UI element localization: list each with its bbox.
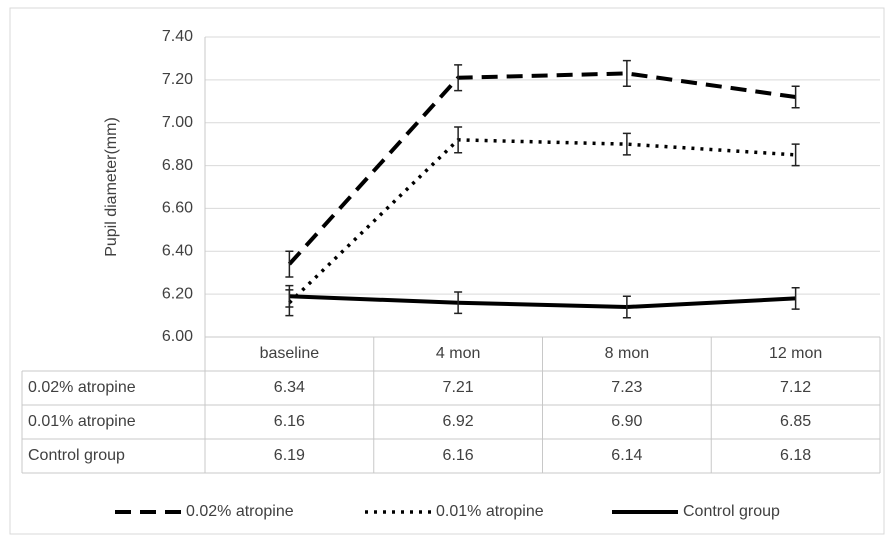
error-bar (285, 250, 294, 278)
table-row-label: 0.01% atropine (28, 413, 136, 430)
error-bar (285, 284, 294, 308)
error-bar (791, 85, 800, 109)
legend-label: 0.01% atropine (436, 503, 544, 520)
table-cell: 6.16 (443, 447, 474, 464)
table-cell: 6.18 (780, 447, 811, 464)
legend-label: 0.02% atropine (186, 503, 294, 520)
error-bar (622, 132, 631, 156)
error-bar (791, 143, 800, 167)
table-cell: 6.90 (611, 413, 642, 430)
table-cell: 6.14 (611, 447, 642, 464)
series-line (288, 138, 796, 304)
table-cell: 6.85 (780, 413, 811, 430)
error-bar (454, 126, 463, 154)
x-tick-label: 12 mon (769, 345, 822, 362)
error-bar (454, 64, 463, 92)
y-tick-label: 6.80 (162, 157, 193, 174)
y-tick-label: 6.40 (162, 243, 193, 260)
series-line (289, 294, 796, 310)
error-bar (622, 295, 631, 319)
table-cell: 6.16 (274, 413, 305, 430)
table-row-label: 0.02% atropine (28, 379, 136, 396)
table-cell: 7.12 (780, 379, 811, 396)
table-row-label: Control group (28, 447, 125, 464)
legend-label: Control group (683, 503, 780, 520)
table-cell: 7.21 (443, 379, 474, 396)
series-line (287, 71, 796, 266)
error-bar (622, 59, 631, 88)
y-tick-label: 6.00 (162, 328, 193, 345)
table-cell: 6.92 (443, 413, 474, 430)
table-cell: 6.34 (274, 379, 305, 396)
table-cell: 6.19 (274, 447, 305, 464)
x-tick-label: 4 mon (436, 345, 480, 362)
y-tick-label: 6.60 (162, 200, 193, 217)
error-bar (791, 286, 800, 310)
y-tick-label: 7.20 (162, 71, 193, 88)
table-cell: 7.23 (611, 379, 642, 396)
y-tick-label: 7.40 (162, 28, 193, 45)
chart-border (9, 7, 885, 535)
y-tick-label: 6.20 (162, 285, 193, 302)
error-bar (454, 291, 463, 315)
y-tick-label: 7.00 (162, 114, 193, 131)
x-tick-label: 8 mon (605, 345, 649, 362)
x-tick-label: baseline (260, 345, 320, 362)
y-axis-label: Pupil diameter(mm) (103, 117, 120, 257)
